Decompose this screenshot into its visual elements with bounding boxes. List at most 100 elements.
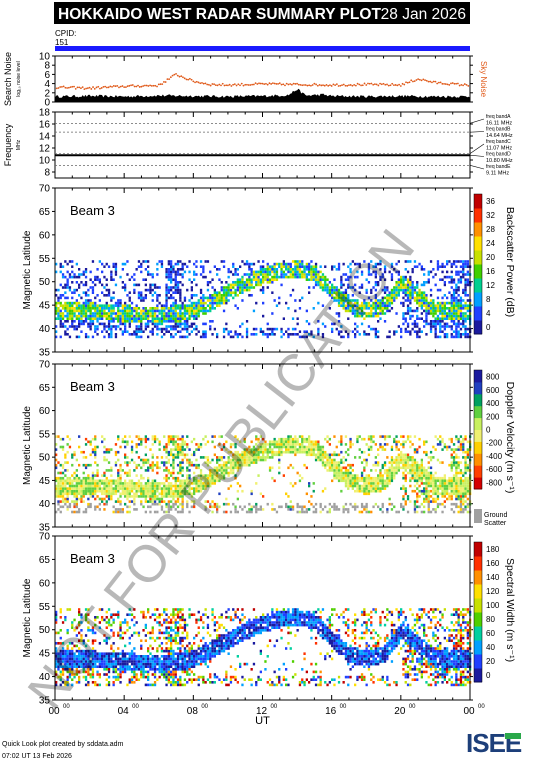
velocity-cell bbox=[375, 456, 377, 459]
velocity-cell bbox=[260, 493, 262, 496]
power-cell bbox=[228, 299, 230, 302]
velocity-cell bbox=[87, 503, 89, 506]
power-cell bbox=[262, 302, 264, 305]
power-cell bbox=[216, 291, 218, 294]
power-cell bbox=[448, 260, 450, 263]
velocity-cell bbox=[60, 482, 62, 485]
power-cell bbox=[119, 317, 121, 320]
power-cell bbox=[188, 317, 190, 320]
power-cell bbox=[260, 281, 262, 284]
power-cell bbox=[444, 302, 446, 305]
power-cell bbox=[138, 265, 140, 268]
power-cell bbox=[129, 317, 131, 320]
velocity-cell bbox=[423, 469, 425, 472]
power-cell bbox=[269, 278, 271, 281]
power-cell bbox=[94, 310, 96, 313]
sky-noise-point bbox=[94, 88, 96, 90]
plot-date: 28 Jan 2026 bbox=[381, 6, 466, 23]
velocity-cell bbox=[366, 461, 368, 464]
power-cell bbox=[451, 317, 453, 320]
velocity-cell bbox=[382, 485, 384, 488]
power-cell bbox=[414, 310, 416, 313]
freq-band-label: freq bandD bbox=[486, 152, 511, 158]
power-cell bbox=[202, 312, 204, 315]
sky-noise-point bbox=[379, 83, 381, 85]
power-cell bbox=[262, 268, 264, 271]
power-cell bbox=[462, 291, 464, 294]
velocity-cell bbox=[409, 456, 411, 459]
power-cell bbox=[405, 328, 407, 331]
power-cell bbox=[170, 281, 172, 284]
velocity-cell bbox=[359, 490, 361, 493]
velocity-cell bbox=[320, 503, 322, 506]
power-cell bbox=[409, 330, 411, 333]
power-cell bbox=[297, 271, 299, 274]
velocity-cell bbox=[85, 477, 87, 480]
velocity-cell bbox=[363, 451, 365, 454]
power-cell bbox=[214, 291, 216, 294]
sky-noise-point bbox=[186, 79, 188, 81]
power-cell bbox=[172, 265, 174, 268]
velocity-cell bbox=[145, 490, 147, 493]
power-cell bbox=[218, 294, 220, 297]
power-cell bbox=[409, 286, 411, 289]
velocity-cell bbox=[57, 480, 59, 483]
power-colorbar-segment bbox=[474, 250, 482, 265]
power-cell bbox=[138, 307, 140, 310]
velocity-cell bbox=[409, 469, 411, 472]
velocity-cell bbox=[76, 511, 78, 514]
power-cell bbox=[149, 310, 151, 313]
velocity-cell bbox=[142, 506, 144, 509]
velocity-cell bbox=[386, 485, 388, 488]
velocity-cell bbox=[333, 503, 335, 506]
velocity-cell bbox=[425, 441, 427, 444]
power-cell bbox=[402, 312, 404, 315]
power-cell bbox=[96, 328, 98, 331]
power-cell bbox=[467, 307, 469, 310]
velocity-cell bbox=[179, 438, 181, 441]
velocity-cell bbox=[108, 448, 110, 451]
power-cell bbox=[175, 323, 177, 326]
velocity-cell bbox=[290, 448, 292, 451]
velocity-cell bbox=[83, 490, 85, 493]
velocity-cell bbox=[182, 435, 184, 438]
velocity-cell bbox=[418, 472, 420, 475]
velocity-cell bbox=[168, 454, 170, 457]
power-cell bbox=[126, 260, 128, 263]
sky-noise-point bbox=[388, 85, 390, 87]
power-cell bbox=[191, 281, 193, 284]
power-cell bbox=[138, 312, 140, 315]
power-cell bbox=[425, 302, 427, 305]
sky-noise-point bbox=[66, 87, 68, 89]
velocity-cell bbox=[94, 482, 96, 485]
velocity-cell bbox=[76, 493, 78, 496]
power-cell bbox=[467, 273, 469, 276]
power-cell bbox=[73, 276, 75, 279]
velocity-cell bbox=[87, 477, 89, 480]
power-cell bbox=[437, 268, 439, 271]
velocity-cell bbox=[428, 495, 430, 498]
power-cell bbox=[338, 265, 340, 268]
sky-noise-point bbox=[329, 84, 331, 86]
velocity-cell bbox=[297, 506, 299, 509]
power-cell bbox=[138, 291, 140, 294]
sky-noise-point bbox=[377, 85, 379, 87]
power-cell bbox=[444, 294, 446, 297]
power-cell bbox=[149, 273, 151, 276]
power-cell bbox=[99, 315, 101, 318]
velocity-cell bbox=[285, 443, 287, 446]
velocity-cell bbox=[343, 461, 345, 464]
velocity-cell bbox=[131, 490, 133, 493]
velocity-cell bbox=[165, 485, 167, 488]
power-ytick-label: 35 bbox=[39, 348, 51, 359]
velocity-cell bbox=[333, 508, 335, 511]
velocity-cell bbox=[76, 498, 78, 501]
power-cell bbox=[87, 336, 89, 339]
velocity-cell bbox=[366, 459, 368, 462]
power-cell bbox=[165, 330, 167, 333]
velocity-cell bbox=[73, 487, 75, 490]
velocity-cell bbox=[386, 482, 388, 485]
velocity-cell bbox=[108, 469, 110, 472]
velocity-cell bbox=[389, 474, 391, 477]
power-cell bbox=[464, 317, 466, 320]
